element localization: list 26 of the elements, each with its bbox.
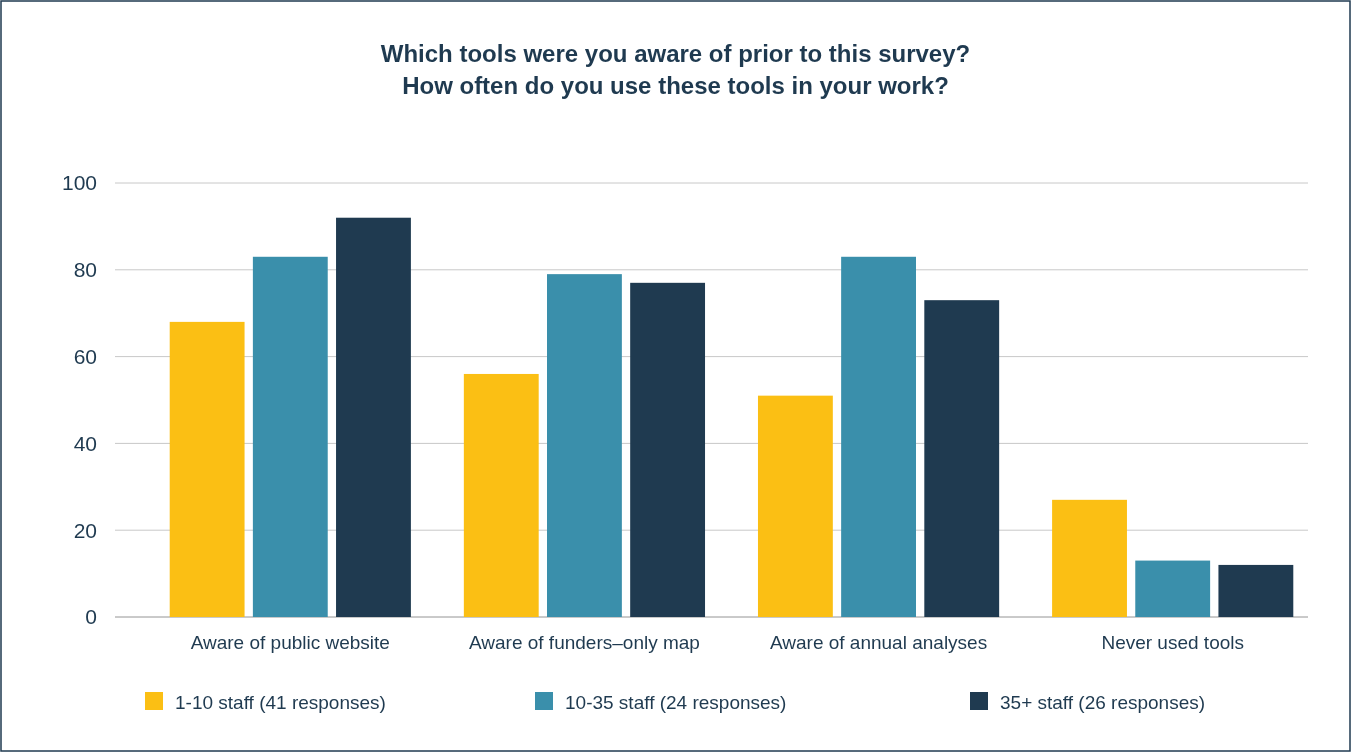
bar [841, 256, 916, 617]
bar [336, 217, 411, 617]
legend-label: 10-35 staff (24 responses) [565, 691, 787, 713]
chart-title: Which tools were you aware of prior to this survey? How often do you use these tools in your work? [380, 40, 971, 99]
bar [1052, 499, 1127, 617]
x-tick-label: Aware of annual analyses [769, 632, 988, 653]
bar [169, 321, 245, 617]
x-tick-label: Aware of funders–only map [468, 632, 700, 653]
bar [924, 300, 1000, 617]
y-tick-label: 80 [73, 258, 97, 282]
bar [757, 395, 833, 617]
y-tick-label: 0 [85, 605, 97, 629]
y-tick-label: 60 [73, 344, 97, 368]
bar [630, 282, 706, 617]
y-tick-label: 100 [61, 171, 97, 195]
x-tick-label: Aware of public website [190, 632, 390, 653]
bar [1218, 564, 1294, 617]
bar [1135, 560, 1211, 617]
bar [547, 274, 622, 617]
legend-label: 35+ staff (26 responses) [1000, 691, 1206, 713]
y-tick-label: 20 [73, 518, 97, 542]
y-tick-label: 40 [73, 431, 97, 455]
legend-label: 1-10 staff (41 responses) [175, 691, 386, 713]
x-tick-label: Never used tools [1101, 632, 1244, 653]
bar [252, 256, 328, 617]
bar [463, 373, 539, 617]
